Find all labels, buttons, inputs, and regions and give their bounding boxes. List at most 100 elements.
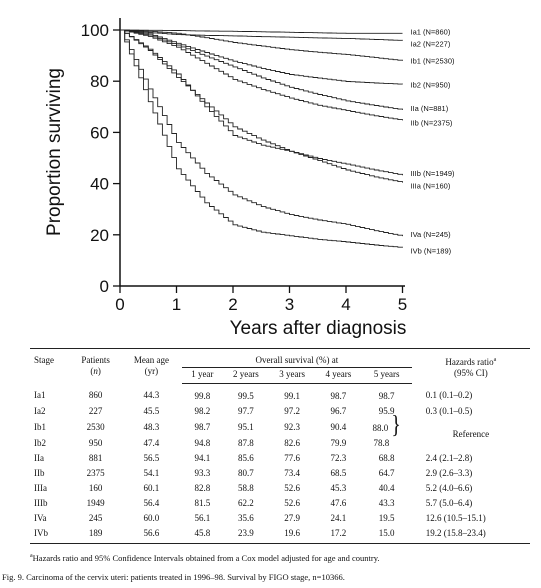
survival-cell: 78.8 bbox=[373, 437, 390, 448]
survival-cell: 68.8 bbox=[378, 452, 395, 463]
series-line bbox=[120, 29, 403, 183]
series-label: IIb (N=2375) bbox=[411, 118, 453, 127]
survival-cell: 17.2 bbox=[315, 525, 362, 544]
hazard-cell: 5.7 (5.0–6.4) bbox=[425, 497, 473, 508]
x-tick-label: 1 bbox=[172, 295, 181, 314]
age-cell: 45.5 bbox=[143, 405, 160, 416]
overall-survival-header: Overall survival (%) at bbox=[181, 348, 412, 368]
patients-cell: 227 bbox=[88, 405, 103, 416]
survival-cell: 97.2 bbox=[284, 405, 300, 416]
survival-cell: 98.7 bbox=[378, 390, 395, 401]
patients-cell: 245 bbox=[88, 512, 103, 523]
age-cell: 48.3 bbox=[143, 421, 160, 432]
hazard-cell: 5.2 (4.0–6.6) bbox=[425, 482, 473, 493]
survival-cell: 72.3 bbox=[330, 452, 347, 463]
figure-caption: Fig. 9. Carcinoma of the cervix uteri: p… bbox=[2, 572, 345, 582]
series-label: Ib2 (N=950) bbox=[411, 80, 451, 89]
stage-cell: IVb bbox=[30, 525, 71, 544]
survival-cell: 94.8 bbox=[194, 437, 211, 448]
table-row: IVa 245 60.0 56.1 35.6 27.9 24.1 19.5 12… bbox=[30, 510, 530, 525]
patients-cell: 950 bbox=[88, 437, 103, 448]
patients-cell: 881 bbox=[88, 452, 103, 463]
x-tick-label: 5 bbox=[398, 295, 407, 314]
survival-cell: 27.9 bbox=[284, 512, 300, 523]
survival-curves bbox=[120, 29, 403, 248]
hazard-cell: 0.3 (0.1–0.5) bbox=[425, 405, 473, 416]
patients-cell: 189 bbox=[70, 525, 121, 544]
mean-age-header-unit: (yr) bbox=[144, 366, 159, 376]
series-label: Ia2 (N=227) bbox=[411, 39, 451, 48]
table-row: IVb 189 56.6 45.8 23.9 19.6 17.2 15.0 19… bbox=[30, 525, 530, 544]
survival-cell: 99.1 bbox=[284, 390, 300, 401]
x-tick-label: 3 bbox=[285, 295, 294, 314]
stage-cell: Ib2 bbox=[34, 437, 46, 448]
survival-cell: 98.7 bbox=[330, 390, 347, 401]
year-header: 4 years bbox=[315, 367, 362, 384]
survival-cell: 90.4 bbox=[330, 421, 347, 432]
patients-header: Patients (n) bbox=[70, 348, 121, 384]
age-cell: 47.4 bbox=[143, 437, 160, 448]
survival-cell: 82.6 bbox=[284, 437, 300, 448]
survival-cell: 92.3 bbox=[284, 421, 300, 432]
x-axis-label: Years after diagnosis bbox=[230, 318, 407, 339]
hazard-cell-reference: Reference bbox=[452, 429, 490, 439]
patients-cell: 1949 bbox=[86, 497, 105, 508]
patients-cell: 860 bbox=[88, 390, 103, 401]
series-label: IVa (N=245) bbox=[411, 230, 452, 239]
series-line bbox=[120, 29, 403, 176]
survival-cell: 52.6 bbox=[284, 482, 300, 493]
stage-header: Stage bbox=[30, 348, 71, 384]
y-tick-label: 40 bbox=[90, 175, 109, 194]
footnote-marker: a bbox=[30, 553, 33, 560]
x-tick-label: 4 bbox=[341, 295, 350, 314]
stage-cell: IIIa bbox=[34, 482, 47, 493]
survival-cell: 99.8 bbox=[194, 390, 211, 401]
survival-cell: 82.8 bbox=[194, 482, 211, 493]
survival-cell: 98.2 bbox=[194, 405, 211, 416]
survival-cell: 97.7 bbox=[237, 405, 254, 416]
age-cell: 60.1 bbox=[143, 482, 160, 493]
age-cell: 56.6 bbox=[120, 525, 182, 544]
patients-cell: 2375 bbox=[86, 467, 105, 478]
table-row: IIIa 160 60.1 82.8 58.8 52.6 45.3 40.4 5… bbox=[30, 480, 530, 495]
survival-cell: 19.5 bbox=[378, 512, 395, 523]
table-footnote: aHazards ratio and 95% Confidence Interv… bbox=[30, 553, 380, 563]
table-row: IIIb 1949 56.4 81.5 62.2 52.6 47.6 43.3 … bbox=[30, 495, 530, 510]
table-row: IIb 2375 54.1 93.3 80.7 73.4 68.5 64.7 2… bbox=[30, 465, 530, 480]
y-axis-label: Proportion surviving bbox=[44, 68, 65, 236]
series-line bbox=[120, 29, 403, 237]
table-row: Ib2 950 47.4 94.8 87.8 82.6 79.9 78.8 bbox=[30, 435, 530, 450]
survival-cell: 56.1 bbox=[194, 512, 211, 523]
year-header: 1 year bbox=[181, 367, 223, 384]
survival-cell: 95.9 bbox=[378, 405, 395, 416]
y-tick-label: 60 bbox=[90, 123, 109, 142]
survival-cell: 80.7 bbox=[237, 467, 254, 478]
survival-cell: 23.9 bbox=[222, 525, 269, 544]
table-row: Ia1 860 44.3 99.8 99.5 99.1 98.7 98.7 0.… bbox=[30, 384, 530, 404]
survival-cell: 45.3 bbox=[330, 482, 347, 493]
survival-value: 88.0 bbox=[372, 423, 389, 433]
series-line bbox=[120, 29, 403, 61]
series-label: Ib1 (N=2530) bbox=[411, 57, 455, 66]
patients-header-label: Patients bbox=[81, 355, 110, 365]
stage-cell: IVa bbox=[34, 512, 47, 523]
hazards-header-label: Hazards ratio bbox=[445, 357, 494, 367]
series-label: IIIa (N=160) bbox=[411, 182, 451, 191]
age-cell: 56.5 bbox=[143, 452, 160, 463]
hazard-cell: 2.9 (2.6–3.3) bbox=[425, 467, 473, 478]
survival-cell: 85.6 bbox=[237, 452, 254, 463]
survival-cell: 64.7 bbox=[378, 467, 395, 478]
hazards-header-ci: (95% CI) bbox=[454, 368, 488, 378]
survival-cell: 40.4 bbox=[378, 482, 395, 493]
hazards-header: Hazards ratioa (95% CI) bbox=[411, 348, 530, 384]
table-row: Ia2 227 45.5 98.2 97.7 97.2 96.7 95.9 0.… bbox=[30, 403, 530, 418]
survival-cell: 35.6 bbox=[237, 512, 254, 523]
survival-cell: 96.7 bbox=[330, 405, 347, 416]
series-line bbox=[120, 29, 403, 34]
survival-cell: 45.8 bbox=[181, 525, 223, 544]
survival-cell: 87.8 bbox=[237, 437, 254, 448]
series-line bbox=[120, 29, 403, 41]
mean-age-header-label: Mean age bbox=[133, 355, 170, 365]
survival-cell: 81.5 bbox=[194, 497, 211, 508]
age-cell: 44.3 bbox=[143, 390, 160, 401]
